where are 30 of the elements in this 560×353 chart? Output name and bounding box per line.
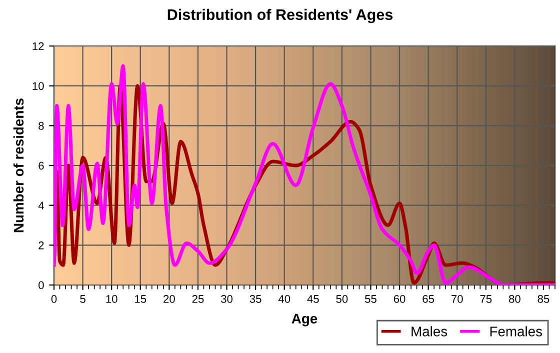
x-tick-label: 70 bbox=[451, 295, 463, 303]
legend-label: Females bbox=[490, 326, 542, 336]
x-axis-title: Age bbox=[292, 314, 318, 326]
x-tick-label: 30 bbox=[221, 295, 233, 303]
x-tick-label: 15 bbox=[135, 295, 146, 303]
x-tick-label: 85 bbox=[538, 295, 550, 303]
x-tick-label: 40 bbox=[278, 295, 290, 303]
x-tick-label: 20 bbox=[164, 295, 175, 303]
y-tick-label: 6 bbox=[38, 162, 44, 170]
x-tick-label: 60 bbox=[394, 295, 406, 303]
legend-label: Males bbox=[412, 326, 448, 336]
x-tick-label: 0 bbox=[51, 295, 57, 303]
x-tick-label: 80 bbox=[508, 295, 520, 303]
x-tick-label: 10 bbox=[106, 295, 118, 303]
y-axis-title: Number of residents bbox=[13, 98, 24, 232]
x-tick-label: 35 bbox=[250, 295, 262, 303]
y-tick-label: 10 bbox=[32, 82, 44, 90]
chart-title: Distribution of Residents' Ages bbox=[168, 8, 393, 24]
y-tick-label: 0 bbox=[38, 281, 44, 290]
x-tick-label: 50 bbox=[336, 295, 348, 303]
x-tick-label: 45 bbox=[307, 295, 319, 303]
x-tick-label: 55 bbox=[364, 295, 376, 303]
x-tick-label: 25 bbox=[192, 295, 204, 303]
y-tick-label: 8 bbox=[38, 122, 44, 130]
y-tick-label: 12 bbox=[32, 42, 44, 50]
x-tick-label: 75 bbox=[480, 295, 492, 303]
x-tick-label: 5 bbox=[80, 295, 86, 303]
x-tick-label: 65 bbox=[422, 295, 434, 303]
y-tick-label: 4 bbox=[38, 202, 44, 210]
y-tick-label: 2 bbox=[38, 241, 44, 250]
